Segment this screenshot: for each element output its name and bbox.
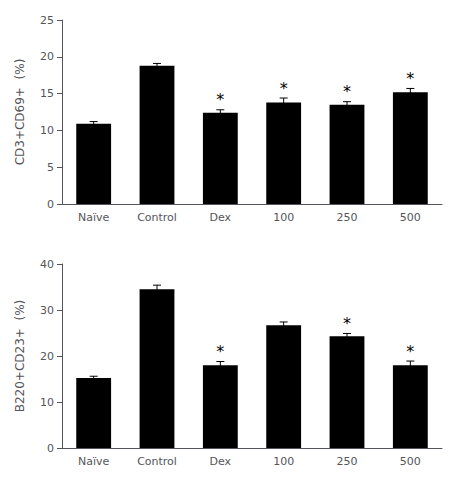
svg-text:20: 20 bbox=[40, 350, 54, 363]
svg-text:0: 0 bbox=[47, 198, 54, 211]
svg-text:*: * bbox=[216, 90, 224, 109]
svg-text:30: 30 bbox=[40, 304, 54, 317]
svg-text:100: 100 bbox=[273, 211, 294, 224]
svg-text:250: 250 bbox=[337, 211, 358, 224]
svg-text:Naïve: Naïve bbox=[78, 455, 110, 468]
svg-text:*: * bbox=[216, 342, 224, 361]
svg-text:100: 100 bbox=[273, 455, 294, 468]
svg-text:*: * bbox=[406, 342, 414, 361]
svg-text:*: * bbox=[280, 79, 288, 98]
svg-text:0: 0 bbox=[47, 442, 54, 455]
svg-text:250: 250 bbox=[337, 455, 358, 468]
svg-text:10: 10 bbox=[40, 396, 54, 409]
svg-text:*: * bbox=[406, 69, 414, 88]
svg-text:*: * bbox=[343, 314, 351, 333]
svg-text:500: 500 bbox=[400, 211, 421, 224]
svg-text:Control: Control bbox=[137, 211, 177, 224]
svg-text:Dex: Dex bbox=[210, 211, 232, 224]
svg-text:25: 25 bbox=[40, 14, 54, 27]
svg-text:40: 40 bbox=[40, 258, 54, 271]
svg-text:Naïve: Naïve bbox=[78, 211, 110, 224]
svg-text:20: 20 bbox=[40, 50, 54, 63]
svg-text:10: 10 bbox=[40, 124, 54, 137]
svg-text:15: 15 bbox=[40, 87, 54, 100]
svg-text:*: * bbox=[343, 82, 351, 101]
svg-text:5: 5 bbox=[47, 161, 54, 174]
svg-text:500: 500 bbox=[400, 455, 421, 468]
svg-text:Control: Control bbox=[137, 455, 177, 468]
svg-text:CD3+CD69+ (%): CD3+CD69+ (%) bbox=[13, 59, 27, 166]
svg-text:Dex: Dex bbox=[210, 455, 232, 468]
svg-text:B220+CD23+ (%): B220+CD23+ (%) bbox=[13, 300, 27, 413]
